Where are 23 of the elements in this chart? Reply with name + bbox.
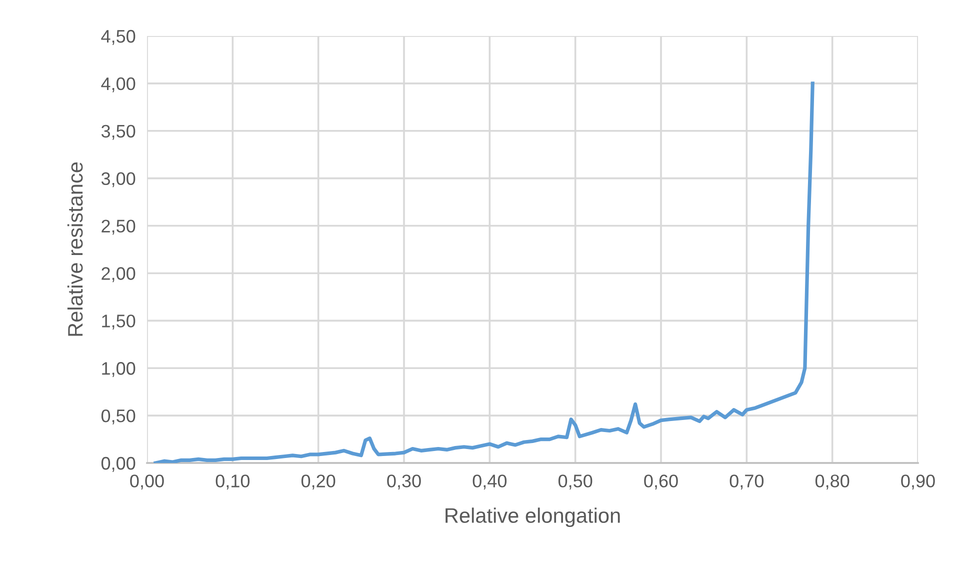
x-tick-label: 0,80 (815, 474, 850, 490)
y-tick-label: 0,00 (101, 456, 136, 472)
x-tick-label: 0,20 (301, 474, 336, 490)
x-axis-title: Relative elongation (446, 508, 620, 528)
x-tick-label: 0,30 (387, 474, 421, 490)
line-series (154, 82, 814, 463)
x-tick-label: 0,50 (558, 474, 592, 490)
x-tick-label: 0,10 (216, 474, 250, 490)
x-tick-label: 0,90 (901, 474, 935, 490)
x-tick-label: 0,00 (130, 474, 164, 490)
y-axis-title: Relative resistance (67, 162, 83, 336)
y-tick-label: 2,50 (102, 220, 136, 235)
y-tick-label: 3,00 (101, 172, 136, 188)
y-tick-label: 3,50 (101, 124, 136, 140)
y-tick-label: 1,50 (102, 314, 136, 330)
y-tick-label: 1,00 (102, 362, 136, 377)
y-tick-label: 0,50 (101, 409, 136, 424)
y-tick-label: 4,50 (101, 30, 136, 45)
y-tick-label: 4,00 (101, 77, 136, 92)
x-tick-label: 0,70 (730, 474, 764, 490)
x-tick-label: 0,60 (644, 474, 678, 490)
y-tick-label: 2,00 (102, 267, 136, 282)
x-tick-label: 0,40 (472, 474, 507, 490)
